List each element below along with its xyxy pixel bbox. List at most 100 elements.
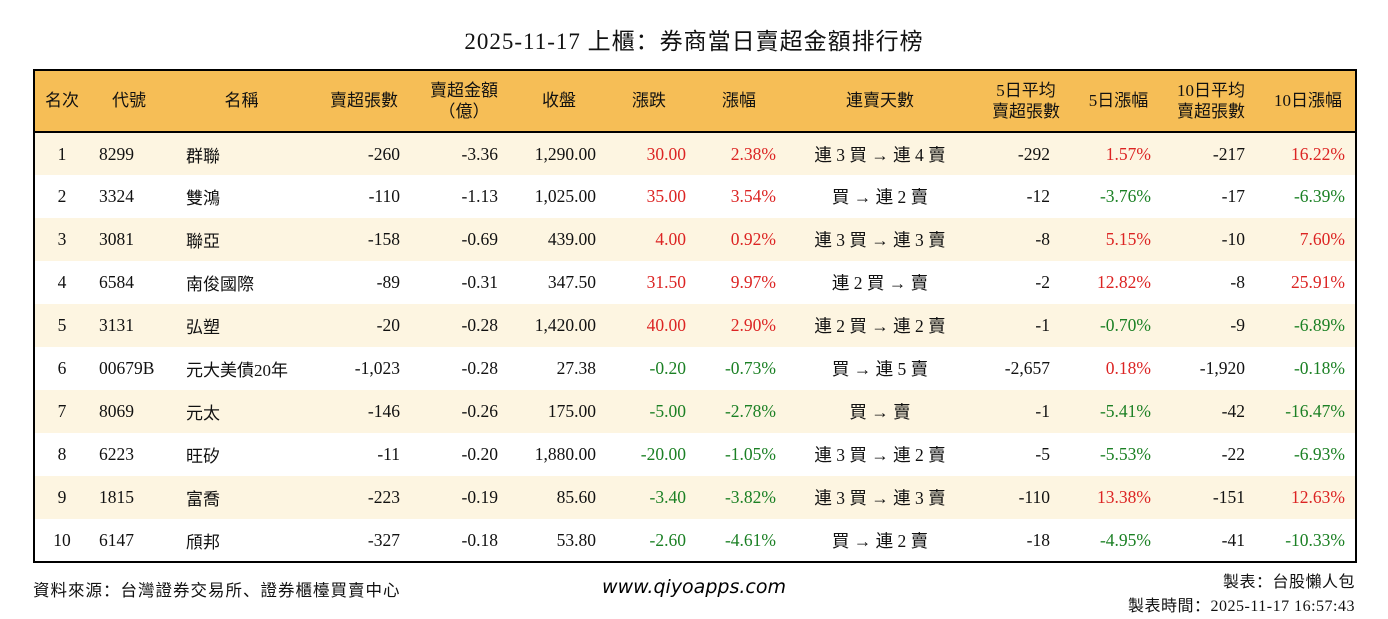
cell-rank: 2 — [57, 186, 67, 206]
column-header-pct10: 10日漲幅 — [1261, 70, 1356, 133]
cell-streak: 買 → 連 2 賣 — [831, 530, 929, 551]
credits: 製表：台股懶人包 製表時間：2025-11-17 16:57:43 — [1128, 571, 1355, 619]
cell-pct10: 25.91% — [1291, 272, 1345, 292]
cell-close: 347.50 — [547, 272, 596, 292]
column-header-name: 名稱 — [169, 70, 314, 133]
made-time: 製表時間：2025-11-17 16:57:43 — [1128, 598, 1355, 615]
cell-change: -20.00 — [640, 444, 686, 464]
cell-rank: 3 — [57, 229, 67, 249]
cell-net-sell-amount: -0.28 — [461, 358, 498, 378]
cell-avg5-volume: -12 — [1026, 186, 1050, 206]
data-source: 資料來源：台灣證券交易所、證券櫃檯買賣中心 — [33, 581, 401, 600]
cell-change-pct: -3.82% — [724, 487, 776, 507]
cell-code: 6147 — [99, 529, 134, 550]
cell-avg5-volume: -18 — [1026, 529, 1050, 550]
cell-streak: 連 2 買 → 連 2 賣 — [814, 316, 946, 336]
cell-change-pct: -4.61% — [724, 529, 776, 550]
cell-pct5: -0.70% — [1099, 315, 1151, 335]
cell-pct5: -4.95% — [1099, 529, 1151, 550]
cell-rank: 5 — [57, 315, 67, 335]
table-row: 8 6223 旺矽 -11 -0.20 1,880.00 -20.00 -1.05% 連 3 買… — [34, 433, 1356, 476]
cell-pct10: -6.39% — [1293, 186, 1345, 206]
cell-avg10-volume: -217 — [1212, 143, 1245, 164]
table-row: 2 3324 雙鴻 -110 -1.13 1,025.00 35.00 3.54% 買 → 連 … — [34, 175, 1356, 218]
cell-change-pct: -2.78% — [724, 401, 776, 421]
cell-pct5: 12.82% — [1097, 272, 1151, 292]
cell-streak: 買 → 賣 — [849, 402, 911, 422]
cell-code: 8299 — [99, 143, 134, 164]
column-header-net-sell-amount: 賣超金額 （億） — [414, 70, 514, 133]
cell-name: 聯亞 — [186, 232, 220, 251]
cell-avg10-volume: -151 — [1212, 487, 1245, 507]
table-header: 名次 代號 名稱 賣超張數 賣超金額 （億） 收盤 漲跌 漲幅 連賣天數 5日平… — [34, 70, 1356, 133]
cell-net-sell-amount: -0.19 — [461, 487, 498, 507]
cell-pct5: 0.18% — [1105, 358, 1151, 378]
cell-net-sell-amount: -0.18 — [461, 529, 498, 550]
cell-name: 旺矽 — [186, 447, 220, 466]
table-row: 4 6584 南俊國際 -89 -0.31 347.50 31.50 9.97% 連 2 買 →… — [34, 261, 1356, 304]
cell-net-sell-volume: -158 — [367, 229, 400, 249]
cell-net-sell-amount: -1.13 — [461, 186, 498, 206]
cell-avg10-volume: -1,920 — [1199, 358, 1245, 378]
cell-close: 1,290.00 — [534, 143, 596, 164]
cell-pct5: 5.15% — [1105, 229, 1151, 249]
cell-net-sell-volume: -1,023 — [354, 358, 400, 378]
cell-name: 南俊國際 — [186, 275, 254, 294]
column-header-avg5-volume: 5日平均 賣超張數 — [976, 70, 1076, 133]
cell-avg10-volume: -42 — [1221, 401, 1245, 421]
cell-pct10: 16.22% — [1291, 143, 1345, 164]
cell-change-pct: 0.92% — [730, 229, 776, 249]
table-header-row: 名次 代號 名稱 賣超張數 賣超金額 （億） 收盤 漲跌 漲幅 連賣天數 5日平… — [34, 70, 1356, 133]
cell-net-sell-amount: -0.28 — [461, 315, 498, 335]
column-header-rank: 名次 — [34, 70, 89, 133]
cell-avg10-volume: -8 — [1230, 272, 1245, 292]
cell-net-sell-amount: -0.31 — [461, 272, 498, 292]
cell-pct5: -5.41% — [1099, 401, 1151, 421]
cell-code: 3081 — [99, 229, 134, 249]
cell-rank: 7 — [57, 401, 67, 421]
cell-net-sell-volume: -89 — [376, 272, 400, 292]
cell-change-pct: -0.73% — [724, 358, 776, 378]
cell-net-sell-amount: -0.26 — [461, 401, 498, 421]
column-header-net-sell-volume: 賣超張數 — [314, 70, 414, 133]
cell-pct10: -10.33% — [1285, 529, 1345, 550]
cell-net-sell-amount: -0.69 — [461, 229, 498, 249]
cell-avg10-volume: -17 — [1221, 186, 1245, 206]
cell-avg5-volume: -292 — [1017, 143, 1050, 164]
column-header-streak: 連賣天數 — [784, 70, 976, 133]
table-row: 10 6147 頎邦 -327 -0.18 53.80 -2.60 -4.61% 買 → 連 2… — [34, 519, 1356, 562]
cell-streak: 連 3 買 → 連 2 賣 — [814, 445, 946, 465]
cell-rank: 4 — [57, 272, 67, 292]
cell-pct10: -16.47% — [1285, 401, 1345, 421]
cell-change: 35.00 — [646, 186, 686, 206]
cell-change-pct: 3.54% — [730, 186, 776, 206]
cell-name: 弘塑 — [186, 318, 220, 337]
table-row: 9 1815 富喬 -223 -0.19 85.60 -3.40 -3.82% 連 3 買 → … — [34, 476, 1356, 519]
cell-name: 雙鴻 — [186, 189, 220, 208]
cell-avg5-volume: -110 — [1018, 487, 1050, 507]
cell-close: 85.60 — [556, 487, 596, 507]
cell-name: 元太 — [186, 404, 220, 423]
cell-code: 3324 — [99, 186, 134, 206]
column-header-pct5: 5日漲幅 — [1076, 70, 1161, 133]
cell-streak: 連 3 買 → 連 3 賣 — [814, 230, 946, 250]
cell-name: 元大美債20年 — [186, 361, 288, 380]
table-row: 5 3131 弘塑 -20 -0.28 1,420.00 40.00 2.90% 連 2 買 →… — [34, 304, 1356, 347]
cell-code: 6223 — [99, 444, 134, 464]
cell-change: 40.00 — [646, 315, 686, 335]
cell-avg5-volume: -8 — [1035, 229, 1050, 249]
cell-code: 3131 — [99, 315, 134, 335]
page-title: 2025-11-17 上櫃：券商當日賣超金額排行榜 — [464, 29, 924, 54]
cell-name: 群聯 — [186, 146, 220, 166]
cell-change-pct: -1.05% — [724, 444, 776, 464]
cell-avg5-volume: -2 — [1035, 272, 1050, 292]
cell-net-sell-volume: -11 — [377, 444, 400, 464]
cell-change: -0.20 — [649, 358, 686, 378]
cell-code: 00679B — [99, 358, 155, 378]
cell-avg5-volume: -5 — [1035, 444, 1050, 464]
cell-close: 1,880.00 — [534, 444, 596, 464]
ranking-table: 名次 代號 名稱 賣超張數 賣超金額 （億） 收盤 漲跌 漲幅 連賣天數 5日平… — [33, 69, 1357, 563]
cell-rank: 1 — [57, 143, 67, 164]
column-header-code: 代號 — [89, 70, 169, 133]
